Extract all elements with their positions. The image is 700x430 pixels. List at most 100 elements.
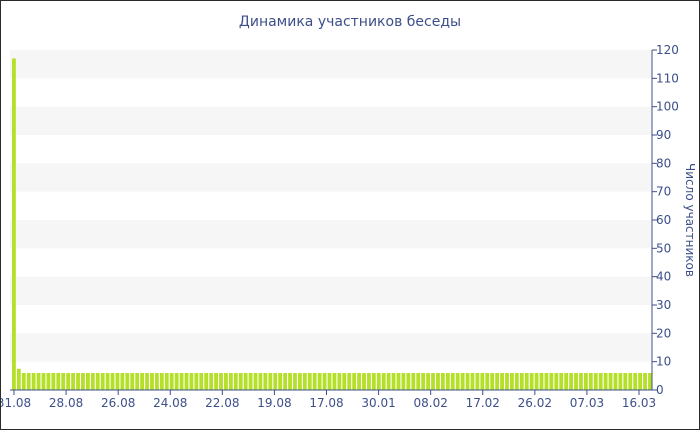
y-tick-label: 120: [656, 43, 679, 57]
bar: [391, 373, 396, 390]
bar: [579, 373, 583, 390]
grid-band: [10, 50, 651, 79]
bar: [135, 373, 140, 390]
bar: [46, 373, 51, 390]
bar: [588, 373, 593, 390]
bar: [524, 373, 529, 390]
bar: [85, 373, 90, 390]
bar: [554, 373, 559, 390]
bar: [465, 373, 470, 390]
bar: [179, 373, 184, 390]
bar: [431, 373, 435, 390]
y-tick-label: 110: [656, 71, 679, 85]
x-tick-label: 16.03: [622, 396, 656, 410]
bar: [204, 373, 209, 390]
x-tick-label: 17.02: [466, 396, 500, 410]
bar: [150, 373, 154, 390]
bar: [583, 373, 588, 390]
bar: [214, 373, 218, 390]
bar: [495, 373, 500, 390]
bar: [164, 373, 169, 390]
bar: [362, 373, 366, 390]
bar: [593, 373, 598, 390]
bar: [302, 373, 307, 390]
bar: [648, 373, 652, 390]
bar: [475, 373, 480, 390]
bar: [480, 373, 485, 390]
bar: [278, 373, 283, 390]
bar: [263, 373, 268, 390]
y-tick-label: 60: [656, 213, 671, 227]
bar: [574, 373, 578, 390]
bar: [145, 373, 149, 390]
bar: [31, 373, 36, 390]
bar: [61, 373, 66, 390]
grid-band: [10, 333, 651, 362]
bar: [76, 373, 80, 390]
bar: [347, 373, 352, 390]
bar: [21, 373, 26, 390]
bar: [159, 373, 164, 390]
bar: [633, 373, 638, 390]
bar: [470, 373, 475, 390]
bar: [564, 373, 569, 390]
bar: [253, 373, 258, 390]
y-tick-label: 50: [656, 241, 671, 255]
bar: [436, 373, 440, 390]
bar: [337, 373, 342, 390]
bar: [623, 373, 628, 390]
bar: [460, 373, 465, 390]
bar: [603, 373, 608, 390]
bar: [401, 373, 406, 390]
x-tick-label: 26.02: [518, 396, 552, 410]
x-tick-label: 28.08: [49, 396, 83, 410]
y-tick-label: 90: [656, 128, 671, 142]
bar: [224, 373, 228, 390]
y-tick-label: 40: [656, 270, 671, 284]
bar: [450, 373, 455, 390]
x-tick-label: 30.01: [361, 396, 395, 410]
x-tick-label: 08.02: [413, 396, 447, 410]
bar: [519, 373, 524, 390]
bar: [529, 373, 534, 390]
bar: [598, 373, 603, 390]
bar: [342, 373, 347, 390]
y-tick-label: 20: [656, 326, 671, 340]
bar: [544, 373, 549, 390]
grid-band: [10, 276, 651, 305]
x-tick-label: 07.03: [570, 396, 604, 410]
bar: [71, 373, 75, 390]
bar: [628, 373, 633, 390]
bar: [174, 373, 179, 390]
y-tick-label: 0: [656, 383, 664, 397]
bar: [125, 373, 130, 390]
bar: [81, 373, 85, 390]
bar: [219, 373, 223, 390]
bar: [500, 373, 504, 390]
bar: [199, 373, 204, 390]
bar: [613, 373, 618, 390]
bar: [381, 373, 386, 390]
bar: [445, 373, 450, 390]
bar: [248, 373, 253, 390]
y-tick-label: 100: [656, 100, 679, 114]
grid-band: [10, 220, 651, 249]
grid-band: [10, 163, 651, 192]
bar: [90, 373, 95, 390]
bar: [169, 373, 174, 390]
bar: [534, 373, 539, 390]
bar: [643, 373, 647, 390]
bar: [411, 373, 416, 390]
bar: [66, 373, 71, 390]
bar: [327, 373, 332, 390]
bar: [293, 373, 297, 390]
grid-band: [10, 106, 651, 135]
bar: [56, 373, 61, 390]
bar: [120, 373, 125, 390]
bar: [371, 373, 376, 390]
bar: [357, 373, 361, 390]
bar: [638, 373, 643, 390]
bar: [490, 373, 495, 390]
bar: [312, 373, 317, 390]
bar: [41, 373, 46, 390]
